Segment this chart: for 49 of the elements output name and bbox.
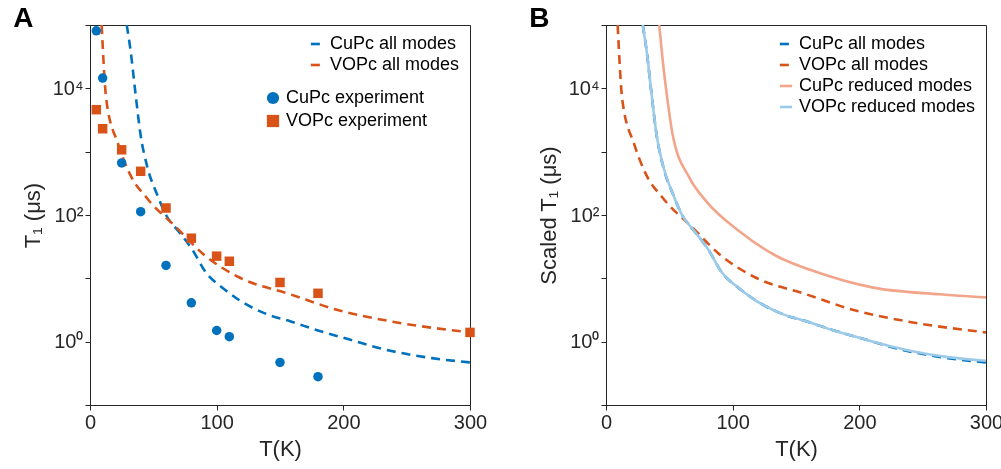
y-tick-label: 10²: [570, 203, 600, 226]
y-tick-label: 10⁴: [52, 76, 84, 99]
point: [135, 166, 146, 177]
legend-label: VOPc all modes: [330, 54, 460, 74]
point: [313, 371, 323, 382]
x-tick-label: 300: [453, 410, 488, 433]
point: [161, 260, 171, 271]
y-tick-label: 10⁴: [568, 76, 600, 99]
legend-label: VOPc all modes: [799, 54, 929, 74]
legend-label: CuPc experiment: [286, 87, 425, 107]
y-tick-label: 10²: [54, 203, 84, 226]
point: [97, 73, 108, 83]
point: [224, 331, 235, 342]
point: [275, 277, 285, 288]
point: [161, 203, 171, 213]
legend-label: CuPc reduced modes: [799, 75, 973, 95]
legend-label: VOPc experiment: [286, 110, 428, 130]
y-tick-label: 10⁰: [54, 330, 84, 353]
x-tick-label: 0: [600, 410, 613, 433]
point: [275, 357, 285, 368]
x-tick-label: 0: [84, 410, 97, 433]
x-tick-label: 200: [843, 410, 877, 433]
point: [116, 158, 127, 168]
x-axis-title: T(K): [775, 435, 818, 461]
point: [224, 256, 235, 267]
point: [211, 251, 222, 261]
legend-label: VOPc reduced modes: [799, 96, 976, 116]
point: [313, 288, 323, 299]
line-series: [657, 25, 986, 299]
y-axis-title: Scaled T₁ (μs): [535, 146, 561, 285]
point: [116, 145, 127, 155]
x-tick-label: 200: [327, 410, 361, 433]
y-axis-title: T₁ (μs): [19, 182, 45, 249]
x-tick-label: 100: [716, 410, 750, 433]
point: [135, 206, 146, 217]
x-axis-title: T(K): [259, 435, 302, 461]
point: [91, 104, 102, 115]
point: [97, 124, 108, 134]
point: [465, 327, 475, 338]
point: [211, 325, 222, 336]
chart-title: B: [529, 1, 550, 33]
point: [91, 26, 102, 36]
x-tick-label: 100: [200, 410, 234, 433]
point: [186, 233, 197, 243]
legend-label: CuPc all modes: [799, 33, 926, 53]
y-tick-label: 10⁰: [570, 330, 600, 353]
chart-title: A: [13, 1, 34, 33]
point: [186, 298, 197, 308]
legend-label: CuPc all modes: [330, 33, 457, 53]
